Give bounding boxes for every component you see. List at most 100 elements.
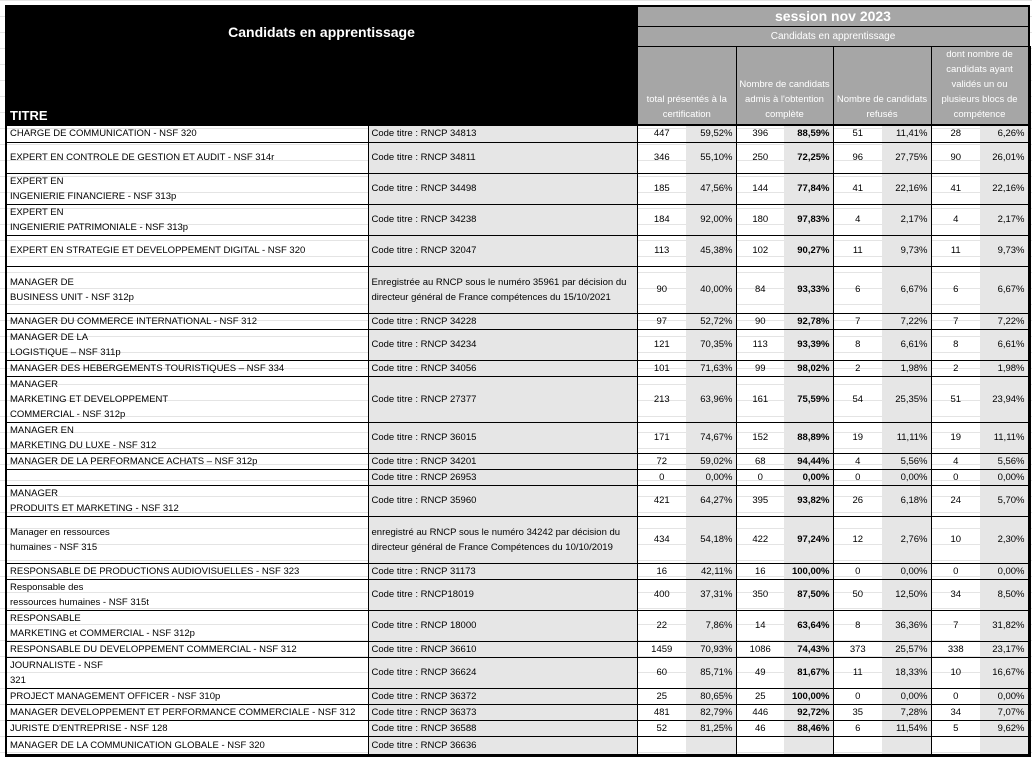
cell-title[interactable]: RESPONSABLE MARKETING et COMMERCIAL - NS… <box>5 609 369 642</box>
cell-blocks-count[interactable]: 0 <box>930 562 980 580</box>
cell-refused-pct[interactable]: 9,73% <box>882 234 932 267</box>
cell-presented-pct[interactable]: 80,65% <box>686 687 737 705</box>
cell-presented-count[interactable]: 90 <box>636 265 686 314</box>
cell-refused-pct[interactable]: 11,41% <box>882 124 932 143</box>
cell-title[interactable]: MANAGER DE BUSINESS UNIT - NSF 312p <box>5 265 369 314</box>
cell-code[interactable]: Code titre : RNCP 36372 <box>367 687 638 705</box>
cell-title[interactable]: MANAGER MARKETING ET DEVELOPPEMENT COMME… <box>5 375 369 423</box>
cell-admitted-count[interactable]: 68 <box>735 452 784 470</box>
cell-code[interactable]: Code titre : RNCP 34056 <box>367 359 638 377</box>
cell-refused-pct[interactable]: 25,35% <box>882 375 932 423</box>
cell-admitted-count[interactable]: 14 <box>735 609 784 642</box>
cell-blocks-count[interactable]: 8 <box>930 328 980 361</box>
cell-admitted-count[interactable]: 161 <box>735 375 784 423</box>
cell-presented-pct[interactable]: 0,00% <box>686 468 737 486</box>
cell-code[interactable]: Code titre : RNCP 36373 <box>367 703 638 721</box>
cell-refused-pct[interactable]: 36,36% <box>882 609 932 642</box>
cell-admitted-pct[interactable]: 97,24% <box>784 515 834 564</box>
cell-presented-count[interactable]: 346 <box>636 141 686 174</box>
cell-title[interactable]: JURISTE D'ENTREPRISE - NSF 128 <box>5 719 369 737</box>
cell-blocks-pct[interactable]: 11,11% <box>980 421 1031 454</box>
cell-presented-count[interactable]: 52 <box>636 719 686 737</box>
cell-admitted-pct[interactable]: 88,46% <box>784 719 834 737</box>
cell-blocks-pct[interactable]: 6,67% <box>980 265 1031 314</box>
cell-presented-count[interactable]: 1459 <box>636 640 686 658</box>
cell-title[interactable]: EXPERT EN STRATEGIE ET DEVELOPPEMENT DIG… <box>5 234 369 267</box>
cell-presented-count[interactable]: 25 <box>636 687 686 705</box>
cell-code[interactable]: Enregistrée au RNCP sous le numéro 35961… <box>367 265 638 314</box>
cell-presented-pct[interactable]: 92,00% <box>686 203 737 236</box>
cell-refused-count[interactable]: 8 <box>832 328 882 361</box>
cell-code[interactable]: Code titre : RNCP 27377 <box>367 375 638 423</box>
cell-presented-pct[interactable]: 63,96% <box>686 375 737 423</box>
cell-presented-pct[interactable]: 81,25% <box>686 719 737 737</box>
cell-blocks-pct[interactable]: 0,00% <box>980 687 1031 705</box>
cell-presented-count[interactable]: 101 <box>636 359 686 377</box>
cell-code[interactable]: enregistré au RNCP sous le numéro 34242 … <box>367 515 638 564</box>
cell-blocks-pct[interactable]: 9,62% <box>980 719 1031 737</box>
cell-title[interactable]: Manager en ressources humaines - NSF 315 <box>5 515 369 564</box>
cell-title[interactable] <box>5 468 369 486</box>
cell-admitted-count[interactable]: 396 <box>735 124 784 143</box>
cell-code[interactable]: Code titre : RNCP 26953 <box>367 468 638 486</box>
cell-refused-pct[interactable]: 5,56% <box>882 452 932 470</box>
cell-presented-pct[interactable]: 52,72% <box>686 312 737 330</box>
cell-presented-count[interactable]: 0 <box>636 468 686 486</box>
cell-admitted-pct[interactable]: 93,33% <box>784 265 834 314</box>
cell-blocks-count[interactable]: 2 <box>930 359 980 377</box>
cell-presented-count[interactable] <box>636 735 686 757</box>
cell-blocks-pct[interactable]: 2,17% <box>980 203 1031 236</box>
cell-admitted-count[interactable] <box>735 735 784 757</box>
cell-refused-pct[interactable]: 11,54% <box>882 719 932 737</box>
cell-refused-count[interactable]: 4 <box>832 203 882 236</box>
cell-code[interactable]: Code titre : RNCP 36588 <box>367 719 638 737</box>
cell-admitted-count[interactable]: 16 <box>735 562 784 580</box>
cell-refused-pct[interactable]: 11,11% <box>882 421 932 454</box>
cell-presented-pct[interactable]: 59,52% <box>686 124 737 143</box>
cell-presented-pct[interactable]: 71,63% <box>686 359 737 377</box>
cell-presented-pct[interactable]: 70,93% <box>686 640 737 658</box>
cell-presented-pct[interactable]: 7,86% <box>686 609 737 642</box>
cell-presented-count[interactable]: 113 <box>636 234 686 267</box>
cell-blocks-pct[interactable]: 8,50% <box>980 578 1031 611</box>
cell-refused-pct[interactable] <box>882 735 932 757</box>
cell-admitted-count[interactable]: 46 <box>735 719 784 737</box>
cell-refused-pct[interactable]: 18,33% <box>882 656 932 689</box>
cell-presented-count[interactable]: 481 <box>636 703 686 721</box>
cell-title[interactable]: JOURNALISTE - NSF 321 <box>5 656 369 689</box>
cell-presented-count[interactable]: 184 <box>636 203 686 236</box>
cell-admitted-pct[interactable]: 98,02% <box>784 359 834 377</box>
cell-admitted-count[interactable]: 422 <box>735 515 784 564</box>
cell-admitted-count[interactable]: 49 <box>735 656 784 689</box>
cell-presented-pct[interactable]: 40,00% <box>686 265 737 314</box>
cell-blocks-count[interactable]: 7 <box>930 312 980 330</box>
cell-blocks-count[interactable]: 0 <box>930 687 980 705</box>
cell-blocks-pct[interactable]: 6,61% <box>980 328 1031 361</box>
cell-title[interactable]: EXPERT EN INGENIERIE PATRIMONIALE - NSF … <box>5 203 369 236</box>
cell-presented-pct[interactable]: 42,11% <box>686 562 737 580</box>
cell-admitted-count[interactable]: 99 <box>735 359 784 377</box>
cell-blocks-count[interactable]: 5 <box>930 719 980 737</box>
cell-blocks-count[interactable]: 0 <box>930 468 980 486</box>
cell-blocks-count[interactable]: 24 <box>930 484 980 517</box>
cell-title[interactable]: CHARGE DE COMMUNICATION - NSF 320 <box>5 124 369 143</box>
cell-presented-count[interactable]: 213 <box>636 375 686 423</box>
cell-title[interactable]: PROJECT MANAGEMENT OFFICER - NSF 310p <box>5 687 369 705</box>
cell-admitted-count[interactable]: 395 <box>735 484 784 517</box>
cell-admitted-pct[interactable]: 100,00% <box>784 562 834 580</box>
cell-code[interactable]: Code titre : RNCP 31173 <box>367 562 638 580</box>
cell-code[interactable]: Code titre : RNCP 34811 <box>367 141 638 174</box>
cell-presented-count[interactable]: 121 <box>636 328 686 361</box>
cell-title[interactable]: MANAGER DE LA PERFORMANCE ACHATS – NSF 3… <box>5 452 369 470</box>
cell-refused-count[interactable]: 373 <box>832 640 882 658</box>
cell-title[interactable]: MANAGER DE LA LOGISTIQUE – NSF 311p <box>5 328 369 361</box>
cell-refused-pct[interactable]: 27,75% <box>882 141 932 174</box>
cell-presented-count[interactable]: 447 <box>636 124 686 143</box>
cell-presented-pct[interactable]: 54,18% <box>686 515 737 564</box>
cell-blocks-pct[interactable]: 23,17% <box>980 640 1031 658</box>
cell-refused-count[interactable]: 4 <box>832 452 882 470</box>
cell-admitted-count[interactable]: 144 <box>735 172 784 205</box>
cell-blocks-pct[interactable]: 1,98% <box>980 359 1031 377</box>
cell-title[interactable]: EXPERT EN INGENIERIE FINANCIERE - NSF 31… <box>5 172 369 205</box>
cell-blocks-pct[interactable]: 0,00% <box>980 562 1031 580</box>
